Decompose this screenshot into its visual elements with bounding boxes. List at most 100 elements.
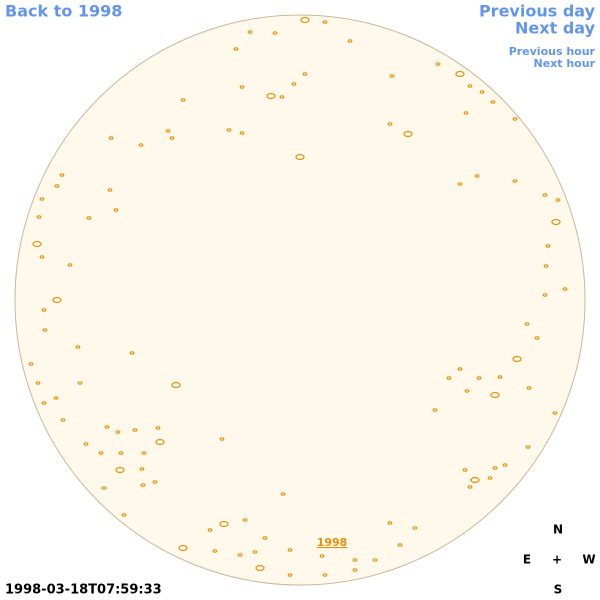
active-region (255, 564, 265, 572)
active-region (476, 376, 482, 380)
active-region (372, 558, 378, 562)
active-region (551, 218, 561, 226)
previous-day-link[interactable]: Previous day (479, 2, 596, 21)
active-region (165, 129, 171, 133)
active-region (155, 438, 165, 446)
active-region (457, 182, 463, 186)
active-region (512, 355, 522, 363)
active-region (534, 336, 540, 340)
previous-hour-link[interactable]: Previous hour (509, 45, 596, 58)
active-region (39, 197, 45, 201)
active-region (262, 536, 268, 540)
active-region (75, 345, 81, 349)
active-region (542, 193, 548, 197)
next-day-link[interactable]: Next day (515, 19, 596, 38)
active-region (252, 550, 258, 554)
active-region (562, 287, 568, 291)
active-region (219, 520, 229, 528)
active-region (487, 476, 493, 480)
active-region (32, 240, 42, 248)
active-region (352, 568, 358, 572)
active-region (35, 381, 41, 385)
active-region (115, 430, 121, 434)
active-region (432, 408, 438, 412)
active-region (467, 485, 473, 489)
active-region (490, 391, 500, 399)
active-region (129, 351, 135, 355)
active-region (272, 31, 278, 35)
active-region (118, 451, 124, 455)
active-region (457, 367, 463, 371)
next-hour-link[interactable]: Next hour (534, 57, 596, 70)
active-region (86, 216, 92, 220)
active-region (266, 92, 276, 100)
active-region (387, 122, 393, 126)
active-region (470, 476, 480, 484)
solar-disk (14, 14, 586, 586)
active-region (152, 480, 158, 484)
active-region (543, 264, 549, 268)
active-region (302, 72, 308, 76)
active-region (352, 558, 358, 562)
active-region (104, 425, 110, 429)
compass-north: N (553, 523, 563, 537)
active-region (121, 513, 127, 517)
active-region (141, 451, 147, 455)
active-region (319, 554, 325, 558)
active-region (467, 84, 473, 88)
active-region (180, 98, 186, 102)
active-region (60, 418, 66, 422)
active-region (552, 411, 558, 415)
compass-east: E (523, 553, 531, 567)
active-region (178, 544, 188, 552)
active-region (247, 30, 253, 34)
active-region (446, 376, 452, 380)
active-region (101, 486, 107, 490)
year-link[interactable]: 1998 (317, 536, 348, 549)
active-region (347, 39, 353, 43)
active-region (512, 117, 518, 121)
active-region (113, 208, 119, 212)
active-region (98, 451, 104, 455)
active-region (41, 401, 47, 405)
back-link[interactable]: Back to 1998 (5, 2, 122, 21)
active-region (287, 548, 293, 552)
active-region (36, 215, 42, 219)
active-region (226, 128, 232, 132)
active-region (490, 100, 496, 104)
active-region (397, 543, 403, 547)
active-region (403, 130, 413, 138)
active-region (28, 362, 34, 366)
active-region (291, 82, 297, 86)
active-region (239, 131, 245, 135)
active-region (497, 375, 503, 379)
active-region (462, 468, 468, 472)
active-region (115, 466, 125, 474)
active-regions (28, 16, 568, 577)
active-region (435, 62, 441, 66)
active-region (545, 244, 551, 248)
active-region (138, 143, 144, 147)
active-region (169, 136, 175, 140)
active-region (389, 74, 395, 78)
active-region (479, 90, 485, 94)
active-region (67, 263, 73, 267)
active-region (41, 308, 47, 312)
active-region (140, 483, 146, 487)
active-region (502, 463, 508, 467)
active-region (53, 396, 59, 400)
active-region (512, 179, 518, 183)
active-region (139, 467, 145, 471)
active-region (108, 136, 114, 140)
active-region (463, 111, 469, 115)
compass-south: S (554, 583, 563, 597)
compass-center: + (552, 553, 562, 567)
active-region (132, 428, 138, 432)
active-region (322, 573, 328, 577)
compass-west: W (582, 553, 595, 567)
active-region (295, 153, 305, 161)
active-region (83, 442, 89, 446)
active-region (455, 70, 465, 78)
active-region (387, 521, 393, 525)
active-region (233, 47, 239, 51)
